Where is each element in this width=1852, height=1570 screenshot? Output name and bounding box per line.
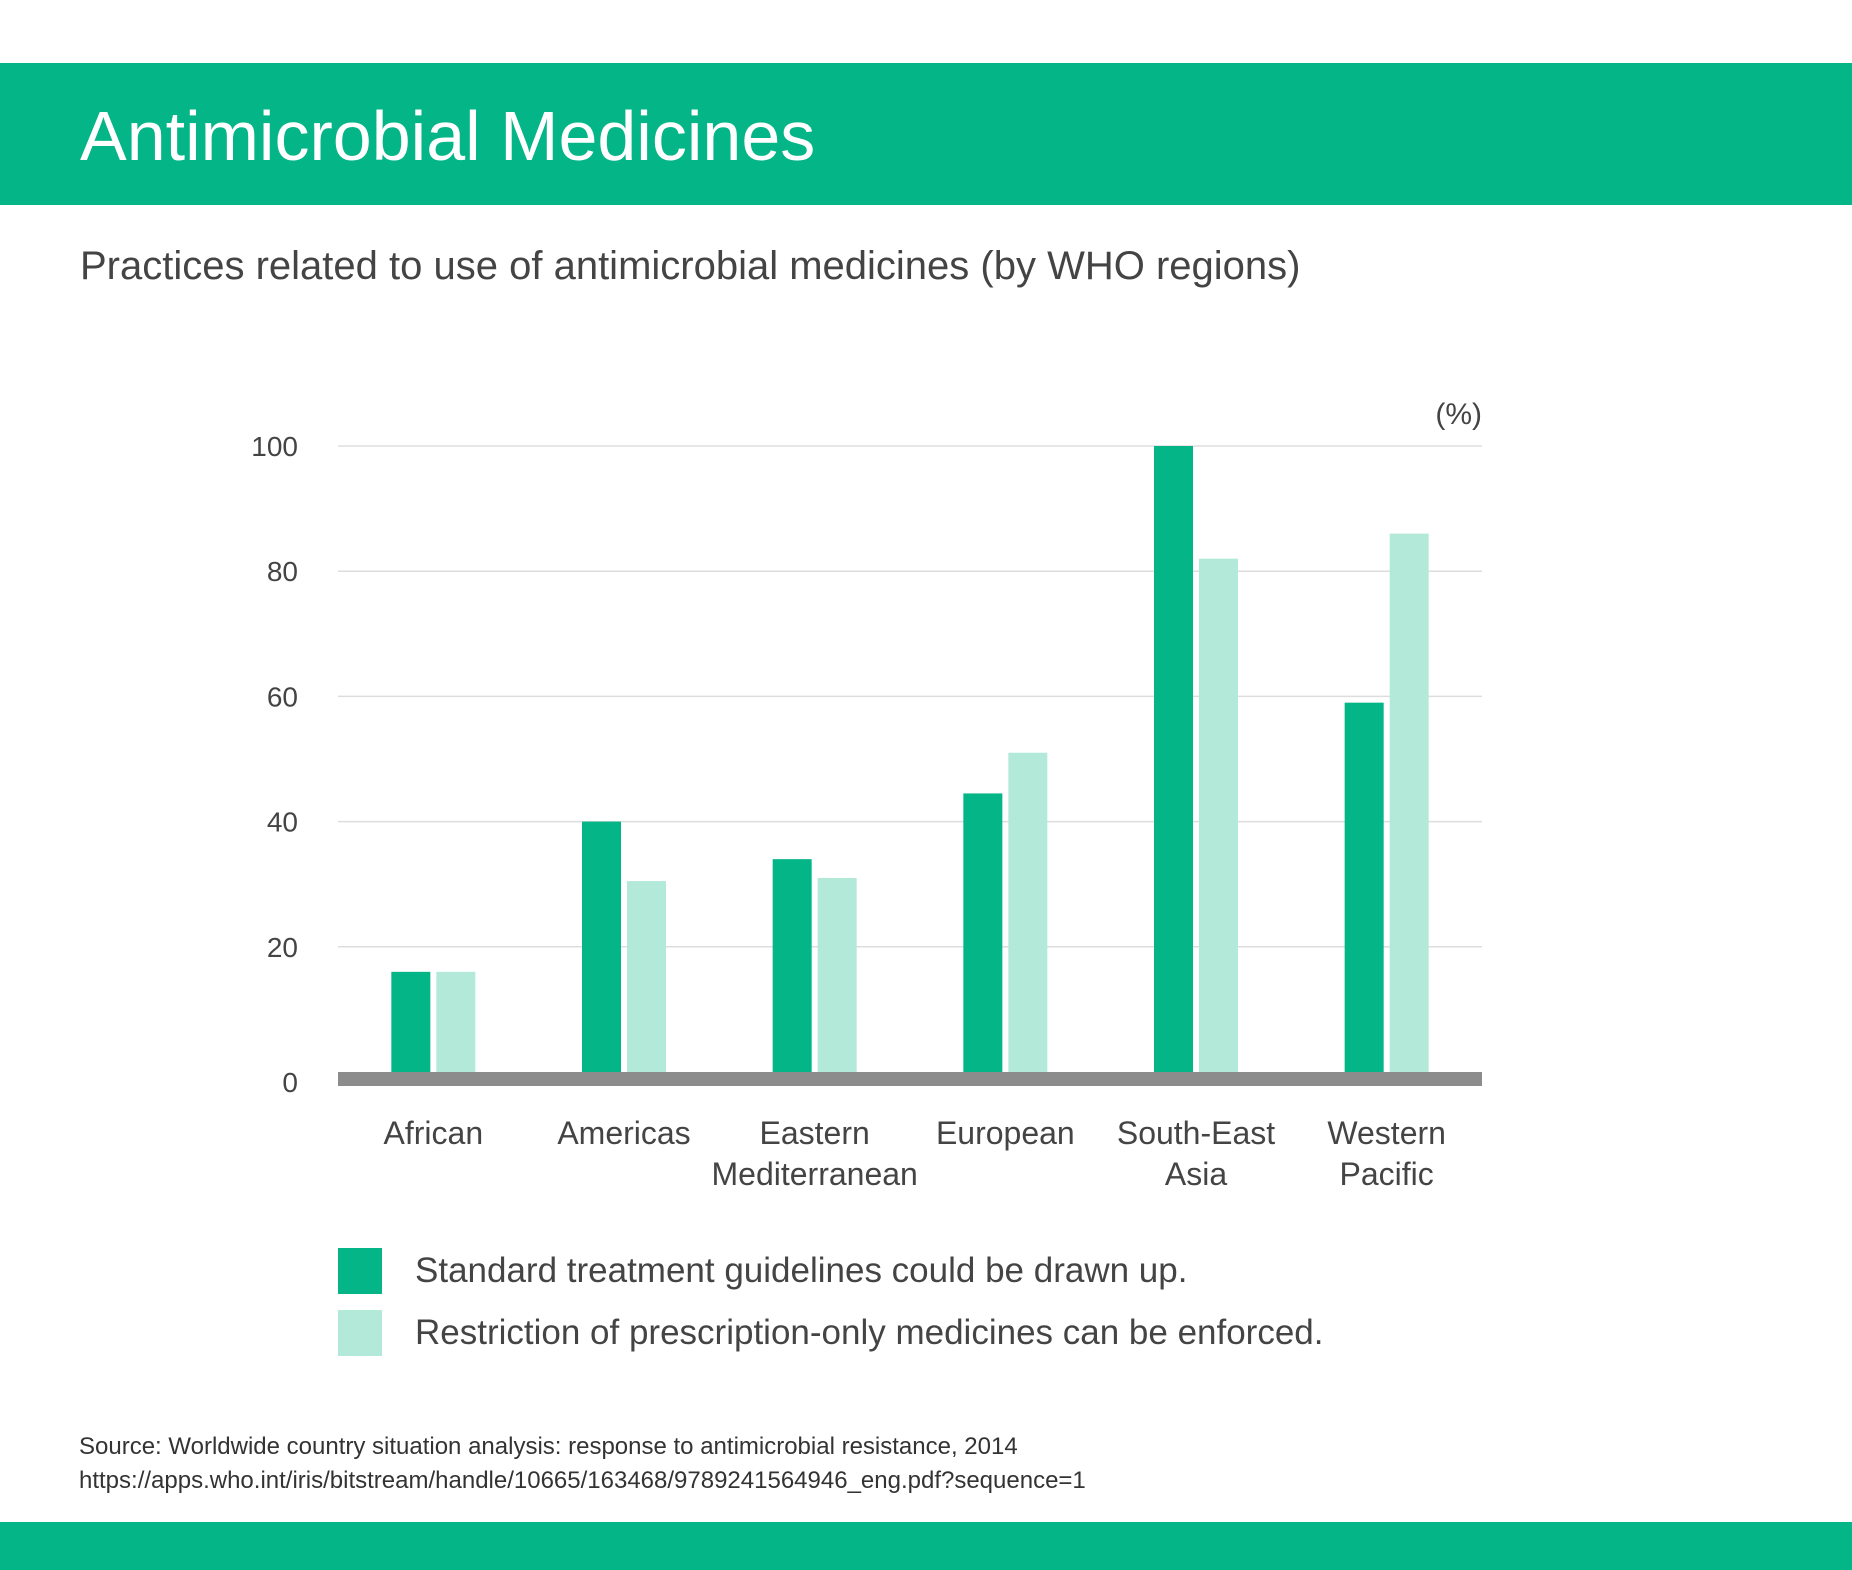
chart-subtitle: Practices related to use of antimicrobia… xyxy=(80,244,1301,288)
bar xyxy=(582,821,621,1072)
bar xyxy=(963,793,1003,1072)
legend-swatch-dark xyxy=(338,1248,382,1294)
x-tick-label: Americas xyxy=(557,1115,690,1151)
bar xyxy=(1344,702,1384,1072)
y-unit-label: (%) xyxy=(1435,398,1482,431)
x-tick-label: Asia xyxy=(1165,1156,1227,1192)
y-tick-label: 20 xyxy=(267,932,298,963)
bar xyxy=(772,859,812,1072)
x-tick-label: European xyxy=(936,1115,1075,1151)
bar xyxy=(436,971,476,1072)
legend-label: Standard treatment guidelines could be d… xyxy=(415,1251,1188,1290)
y-tick-label: 60 xyxy=(267,681,298,712)
source-url[interactable]: https://apps.who.int/iris/bitstream/hand… xyxy=(79,1467,1086,1494)
x-tick-label: African xyxy=(384,1115,484,1151)
header-band xyxy=(0,63,1852,205)
bar xyxy=(1008,752,1048,1072)
legend-item-prescription-restriction: Restriction of prescription-only medicin… xyxy=(338,1310,1338,1356)
x-tick-label: Pacific xyxy=(1340,1156,1434,1192)
legend-item-standard-guidelines: Standard treatment guidelines could be d… xyxy=(338,1248,1338,1294)
x-tick-label: Western xyxy=(1327,1115,1446,1151)
bar xyxy=(1154,446,1193,1072)
bar xyxy=(627,881,666,1072)
footer-band xyxy=(0,1522,1852,1570)
y-tick-label: 100 xyxy=(251,431,298,462)
y-tick-label: 80 xyxy=(267,556,298,587)
source-citation: Source: Worldwide country situation anal… xyxy=(79,1433,1018,1460)
x-tick-label: Eastern xyxy=(760,1115,870,1151)
bar xyxy=(817,877,857,1072)
bar xyxy=(391,971,431,1072)
legend-label: Restriction of prescription-only medicin… xyxy=(415,1313,1324,1352)
page-title: Antimicrobial Medicines xyxy=(80,97,816,175)
x-axis-baseline xyxy=(338,1072,1482,1086)
source-note: Source: Worldwide country situation anal… xyxy=(79,1430,1086,1498)
bar-chart: 0 20 40 60 80 100 (%) African Americas Eastern Med… xyxy=(251,398,1482,1192)
bar xyxy=(1199,558,1238,1072)
x-tick-label: South-East xyxy=(1117,1115,1275,1151)
y-tick-label: 40 xyxy=(267,807,298,838)
x-tick-label: Mediterranean xyxy=(711,1156,917,1192)
bar xyxy=(1389,533,1429,1072)
y-tick-label: 0 xyxy=(282,1067,298,1098)
legend-swatch-light xyxy=(338,1310,382,1356)
